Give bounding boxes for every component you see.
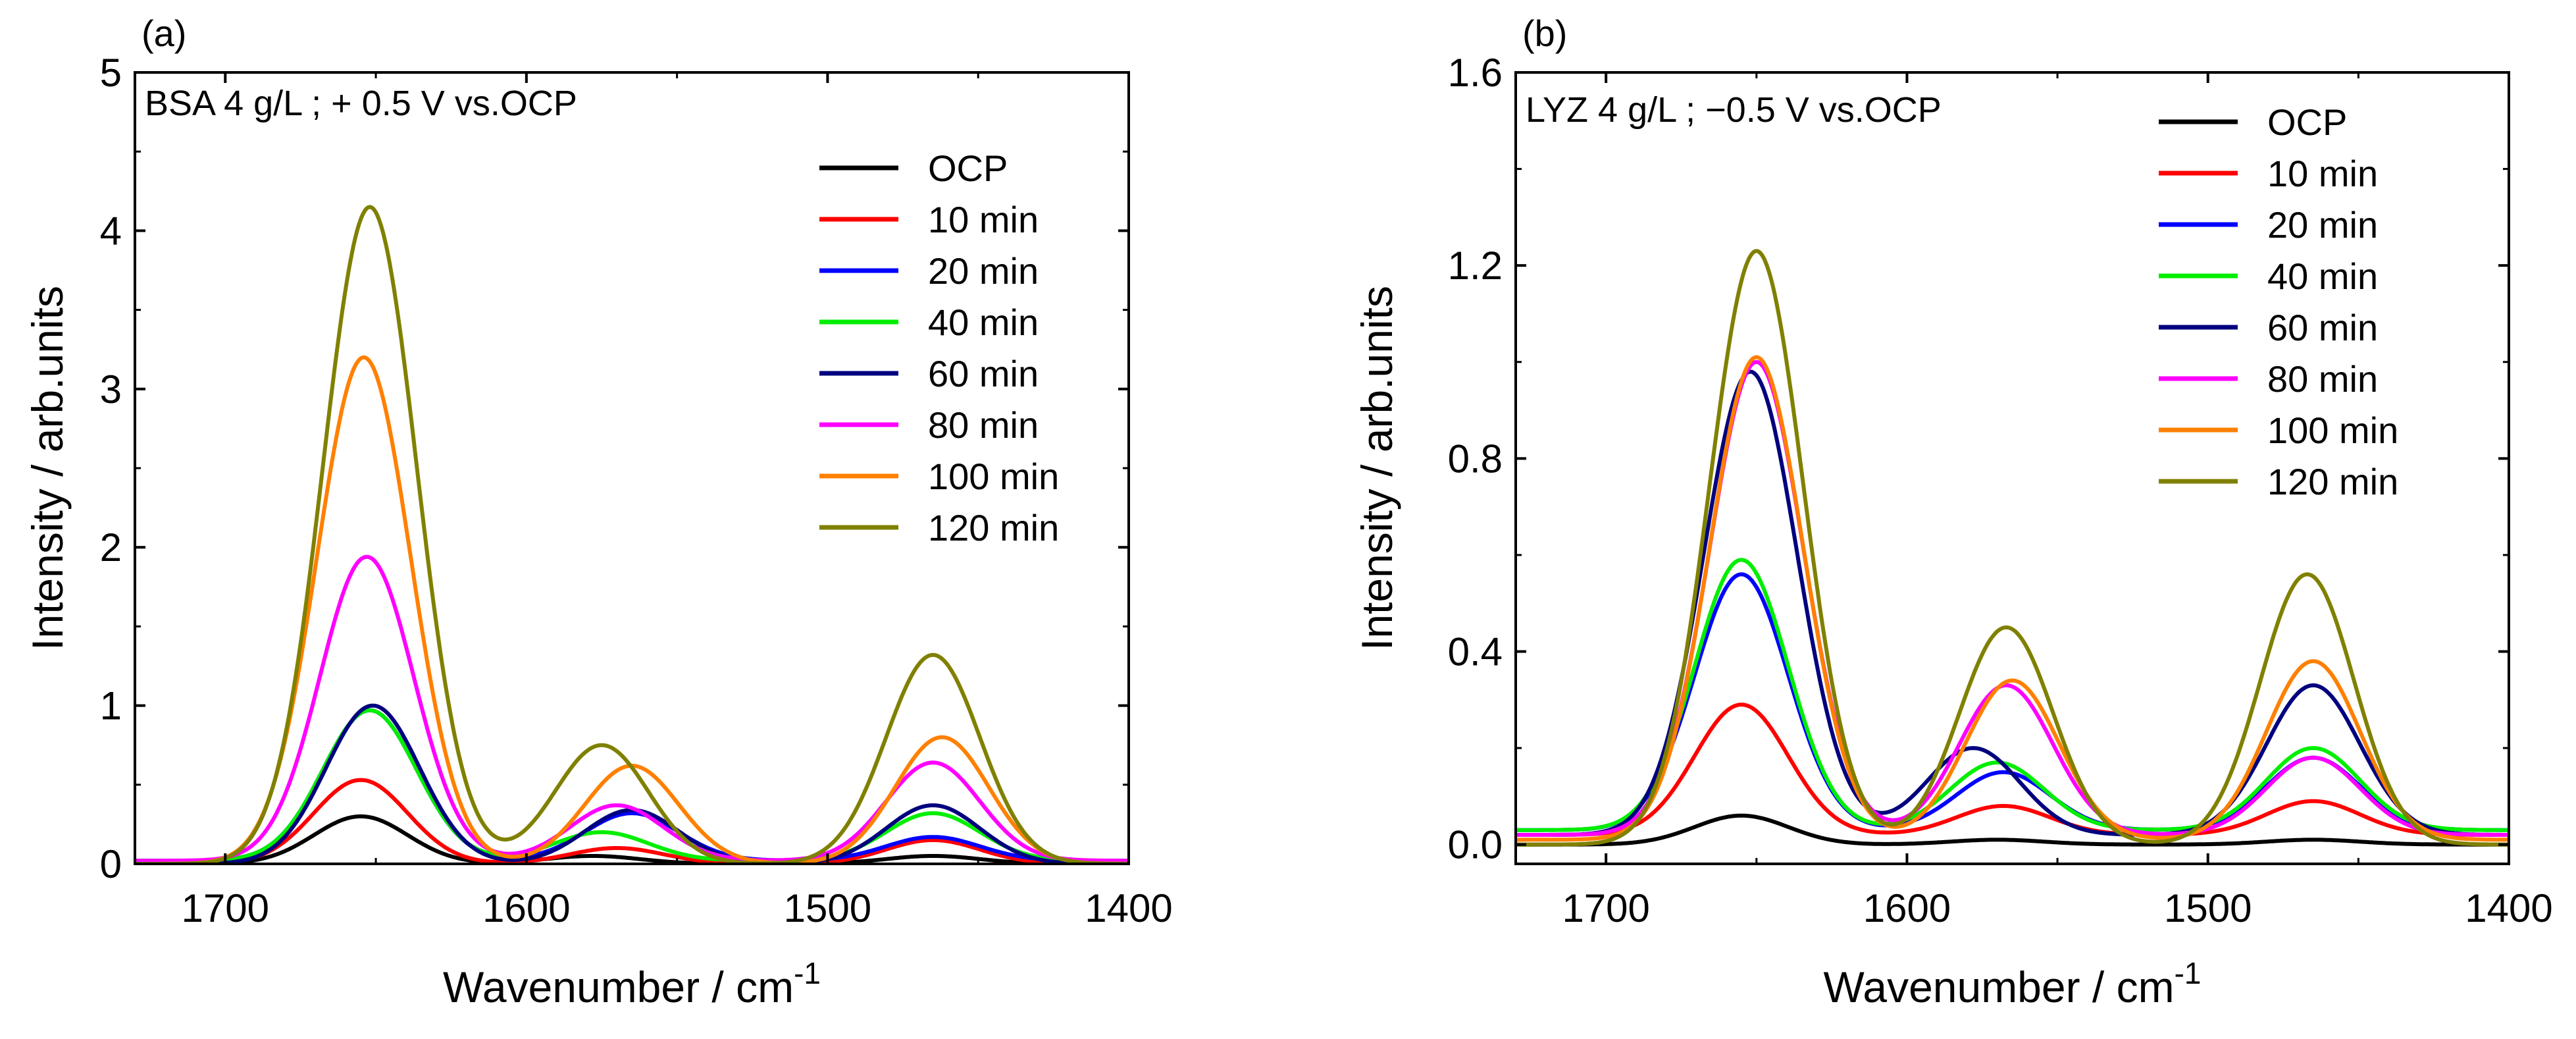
legend-label: 120 min <box>2267 461 2398 502</box>
legend-label: OCP <box>928 147 1008 189</box>
legend-label: 80 min <box>928 404 1039 446</box>
x-axis-label: Wavenumber / cm-1 <box>1824 956 2202 1011</box>
x-axis-label: Wavenumber / cm-1 <box>443 956 821 1011</box>
series-line-1 <box>1516 703 2509 837</box>
x-tick-label: 1500 <box>2164 886 2252 930</box>
y-tick-label: 4 <box>100 209 122 253</box>
legend-label: OCP <box>2267 101 2347 143</box>
x-axis-label-main: Wavenumber / cm <box>1824 963 2175 1011</box>
x-axis-label-superscript: -1 <box>2175 956 2202 990</box>
legend-label: 40 min <box>928 302 1039 343</box>
legend-label: 60 min <box>2267 307 2378 348</box>
series-line-7 <box>135 205 1129 864</box>
legend: OCP 10 min 20 min 40 min 60 min 80 min 100 min… <box>2159 101 2398 502</box>
legend-label: 10 min <box>2267 153 2378 194</box>
x-tick-label: 1700 <box>182 886 269 930</box>
x-axis-label-superscript: -1 <box>794 956 821 990</box>
legend-label: 20 min <box>928 250 1039 292</box>
legend-label: 10 min <box>928 199 1039 240</box>
condition-annotation: BSA 4 g/L ; + 0.5 V vs.OCP <box>145 84 577 123</box>
x-tick-label: 1400 <box>2465 886 2552 930</box>
x-tick-label: 1600 <box>482 886 570 930</box>
x-tick-label: 1700 <box>1562 886 1649 930</box>
legend-label: 80 min <box>2267 358 2378 400</box>
series-line-7 <box>1516 249 2509 847</box>
series-lines <box>1516 249 2509 847</box>
y-tick-label: 1 <box>100 684 122 728</box>
panel-label: (b) <box>1522 13 1567 54</box>
y-tick-label: 3 <box>100 367 122 412</box>
y-tick-label: 1.6 <box>1448 51 1503 95</box>
legend-label: 20 min <box>2267 204 2378 246</box>
x-axis-label-main: Wavenumber / cm <box>443 963 794 1011</box>
plot-frame <box>1514 71 2510 865</box>
y-tick-label: 1.2 <box>1448 244 1503 288</box>
y-tick-label: 2 <box>100 525 122 570</box>
series-line-1 <box>135 778 1129 864</box>
legend-label: 100 min <box>2267 410 2398 451</box>
y-tick-label: 5 <box>100 51 122 95</box>
y-tick-label: 0 <box>100 842 122 886</box>
series-lines <box>135 205 1129 864</box>
series-line-4 <box>135 703 1129 864</box>
series-line-0 <box>135 814 1129 864</box>
series-line-6 <box>1516 355 2509 842</box>
y-tick-label: 0.4 <box>1448 630 1503 674</box>
legend: OCP 10 min 20 min 40 min 60 min 80 min 100 min… <box>819 147 1059 548</box>
legend-label: 100 min <box>928 456 1059 497</box>
y-axis-label: Intensity / arb.units <box>1352 286 1401 651</box>
y-tick-label: 0.0 <box>1448 823 1503 867</box>
x-tick-label: 1600 <box>1863 886 1951 930</box>
legend-label: 60 min <box>928 353 1039 394</box>
series-line-0 <box>1516 813 2509 847</box>
legend-label: 40 min <box>2267 255 2378 297</box>
series-line-3 <box>135 708 1129 863</box>
panel-b: 1700 1600 1500 1400 0.0 0.4 0.8 1.2 1.6 Wavenumbe… <box>1352 13 2553 1011</box>
panel-label: (a) <box>142 13 186 54</box>
legend-label: 120 min <box>928 507 1059 548</box>
y-axis-label: Intensity / arb.units <box>23 286 72 651</box>
series-line-5 <box>135 554 1129 863</box>
x-tick-label: 1500 <box>784 886 871 930</box>
condition-annotation: LYZ 4 g/L ; −0.5 V vs.OCP <box>1526 90 1942 130</box>
panel-a: 1700 1600 1500 1400 0 1 2 3 4 5 Wavenumber / cm-1 I… <box>23 13 1173 1011</box>
x-tick-label: 1400 <box>1085 886 1172 930</box>
y-tick-label: 0.8 <box>1448 437 1503 481</box>
